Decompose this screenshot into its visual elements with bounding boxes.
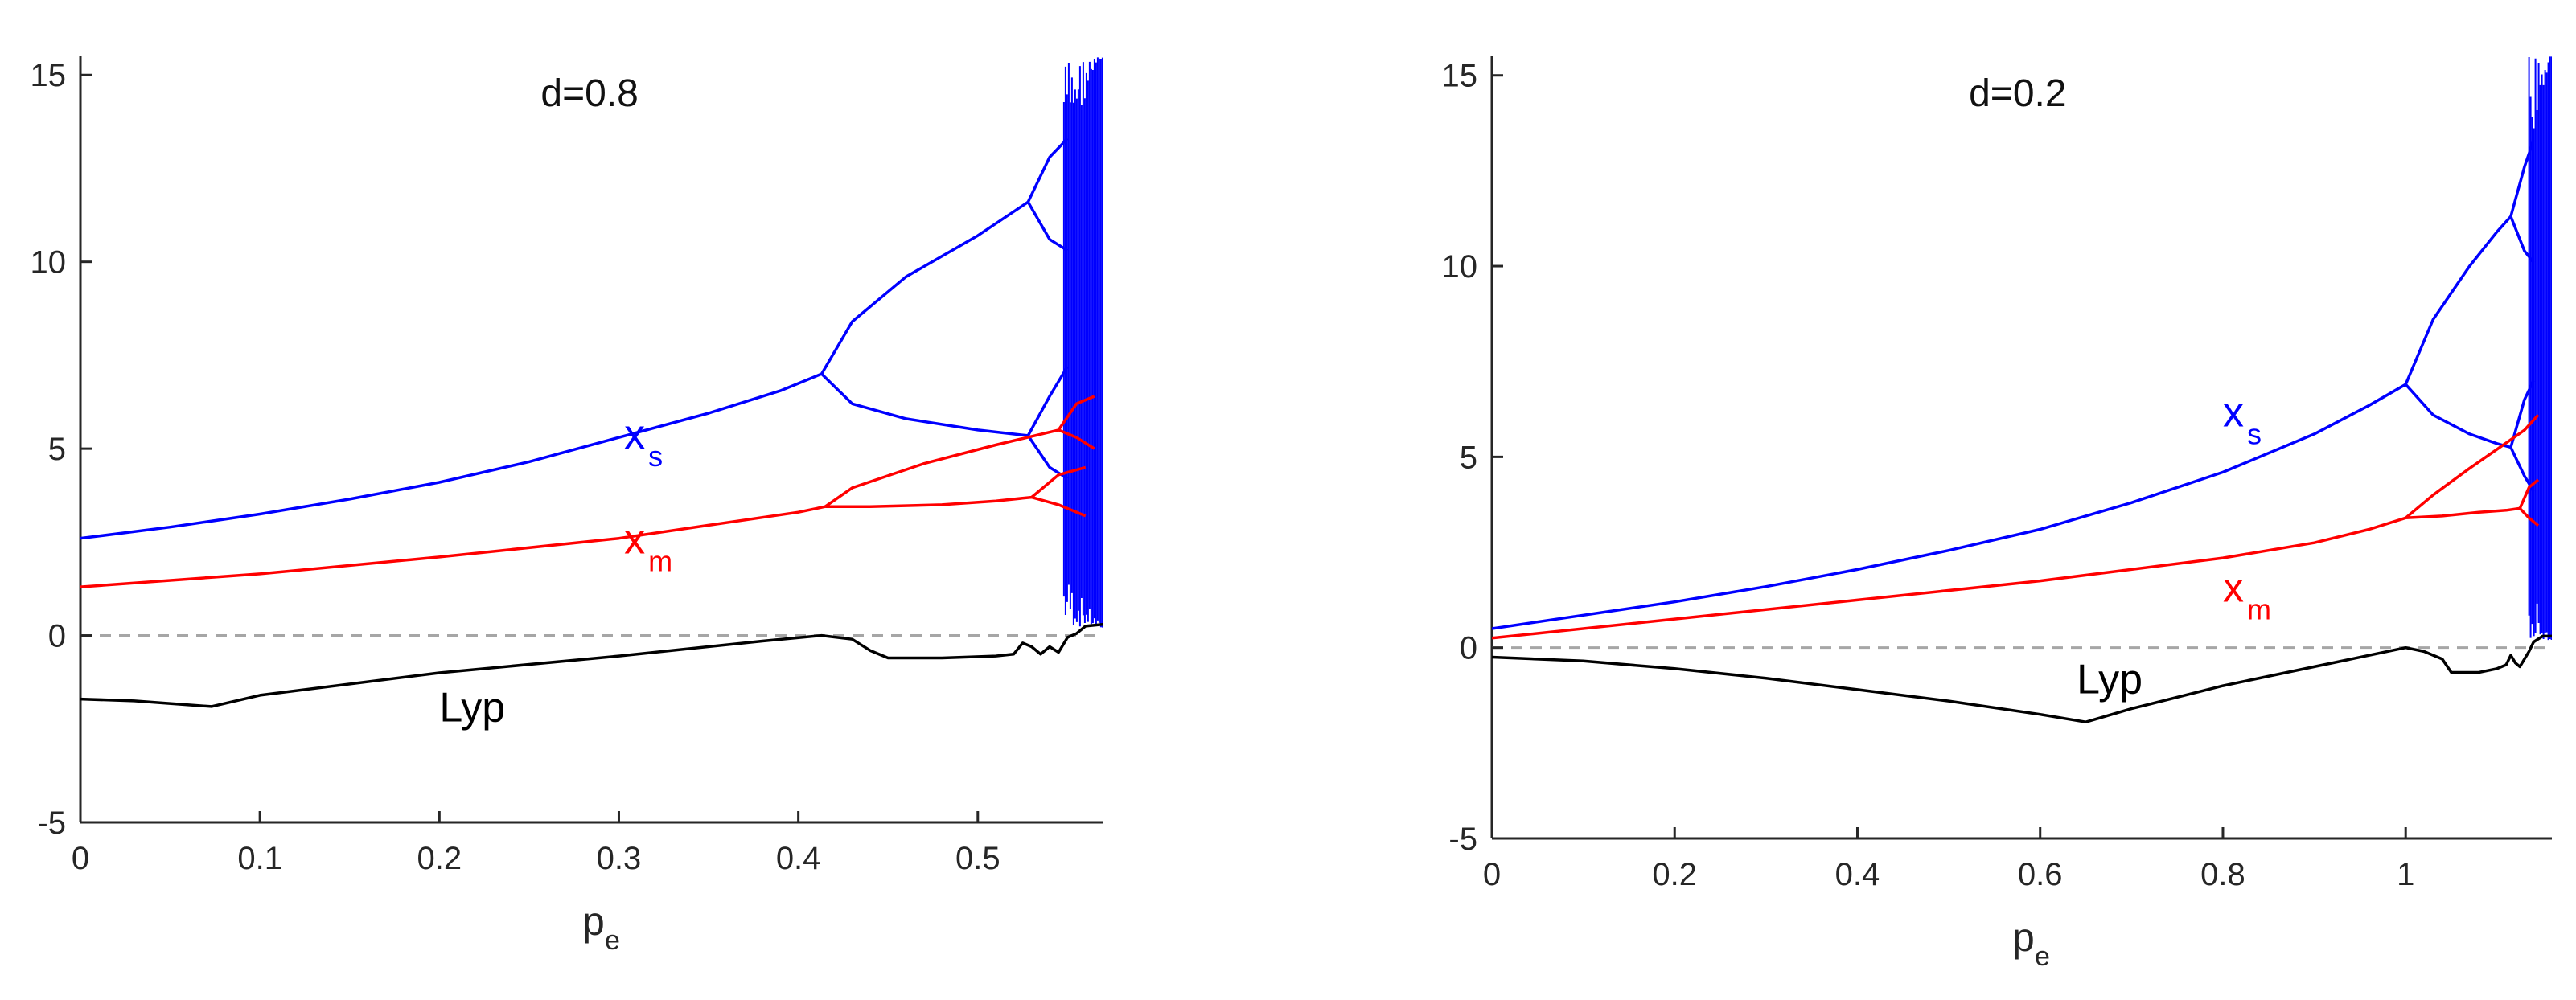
series-xm — [1492, 414, 2540, 640]
series-xm-branch — [825, 495, 1032, 508]
series-xm-branch — [2518, 478, 2540, 510]
series-xs-branch — [80, 372, 823, 540]
series-xm-branch — [80, 505, 826, 588]
y-tick-label: 10 — [1442, 249, 1478, 285]
x-tick-label: 1 — [2397, 857, 2414, 892]
plot-area — [80, 57, 1103, 708]
series-lyp-branch — [1492, 634, 2552, 723]
series-label-xs: x — [624, 412, 645, 458]
x-tick-label: 0.1 — [237, 841, 282, 876]
x-axis-label: p — [2012, 915, 2035, 960]
y-tick-label: 15 — [31, 58, 67, 93]
series-lyp — [80, 622, 1103, 708]
chaotic-band — [1062, 57, 1103, 628]
series-xs-branch — [2509, 215, 2535, 264]
y-tick-label: -5 — [1448, 822, 1477, 857]
series-xm — [80, 395, 1095, 588]
series-xm-branch — [824, 428, 1059, 508]
y-tick-label: -5 — [37, 805, 66, 841]
series-xs-branch — [2404, 215, 2512, 385]
series-xs-branch — [1026, 365, 1069, 436]
series-label-xm: x — [624, 516, 645, 563]
series-xs — [80, 137, 1069, 540]
parameter-annotation: d=0.8 — [540, 72, 638, 115]
plot-area — [1492, 56, 2552, 723]
x-tick-label: 0.6 — [2018, 857, 2063, 892]
y-tick-label: 0 — [48, 619, 66, 654]
x-axis-label: p — [582, 899, 605, 944]
series-xm-branch — [1058, 428, 1095, 450]
y-tick-label: 0 — [1460, 631, 1477, 666]
series-label-subscript-xm: m — [648, 544, 672, 577]
series-xm-branch — [1030, 465, 1087, 498]
series-xs-branch — [2509, 379, 2535, 448]
x-tick-label: 0.4 — [776, 841, 821, 876]
series-xm-branch — [1031, 495, 1087, 518]
series-xm-branch — [1492, 516, 2406, 640]
y-tick-label: 5 — [48, 432, 66, 467]
y-tick-label: 10 — [31, 245, 67, 281]
x-tick-label: 0 — [1483, 857, 1501, 892]
series-label-xm: x — [2223, 565, 2244, 612]
series-xs-branch — [820, 372, 1029, 437]
series-label-subscript-xs: s — [2247, 417, 2262, 450]
series-xm-branch — [2518, 507, 2540, 527]
series-xs-branch — [1026, 137, 1069, 203]
y-tick-label: 5 — [1460, 440, 1477, 475]
series-xs-branch — [2509, 139, 2535, 217]
series-lyp-branch — [80, 622, 1103, 708]
x-tick-label: 0.3 — [597, 841, 642, 876]
series-xm-branch — [2405, 414, 2540, 519]
series-xs-branch — [820, 200, 1029, 375]
series-xm-branch — [1057, 395, 1095, 431]
series-label-subscript-xs: s — [648, 440, 663, 473]
series-xs-branch — [1492, 383, 2407, 630]
parameter-annotation: d=0.2 — [1969, 72, 2066, 115]
series-label-xs: x — [2223, 389, 2244, 436]
x-tick-label: 0 — [72, 841, 89, 876]
x-tick-label: 0.2 — [1652, 857, 1697, 892]
series-xs — [1492, 139, 2535, 630]
series-label-lyp: Lyp — [439, 684, 505, 731]
x-axis-label-subscript: e — [2035, 941, 2050, 972]
x-tick-label: 0.8 — [2200, 857, 2245, 892]
x-tick-label: 0.5 — [955, 841, 1000, 876]
series-xs-branch — [2404, 383, 2512, 449]
series-label-lyp: Lyp — [2077, 657, 2143, 703]
y-tick-label: 15 — [1442, 59, 1478, 94]
series-label-subscript-xm: m — [2247, 593, 2271, 626]
series-lyp — [1492, 634, 2552, 723]
x-tick-label: 0.4 — [1835, 857, 1880, 892]
x-tick-label: 0.2 — [417, 841, 462, 876]
series-xm-branch — [2405, 506, 2521, 520]
series-xs-branch — [1026, 434, 1069, 480]
x-axis-label-subscript: e — [605, 925, 620, 956]
series-xs-branch — [1026, 201, 1069, 252]
